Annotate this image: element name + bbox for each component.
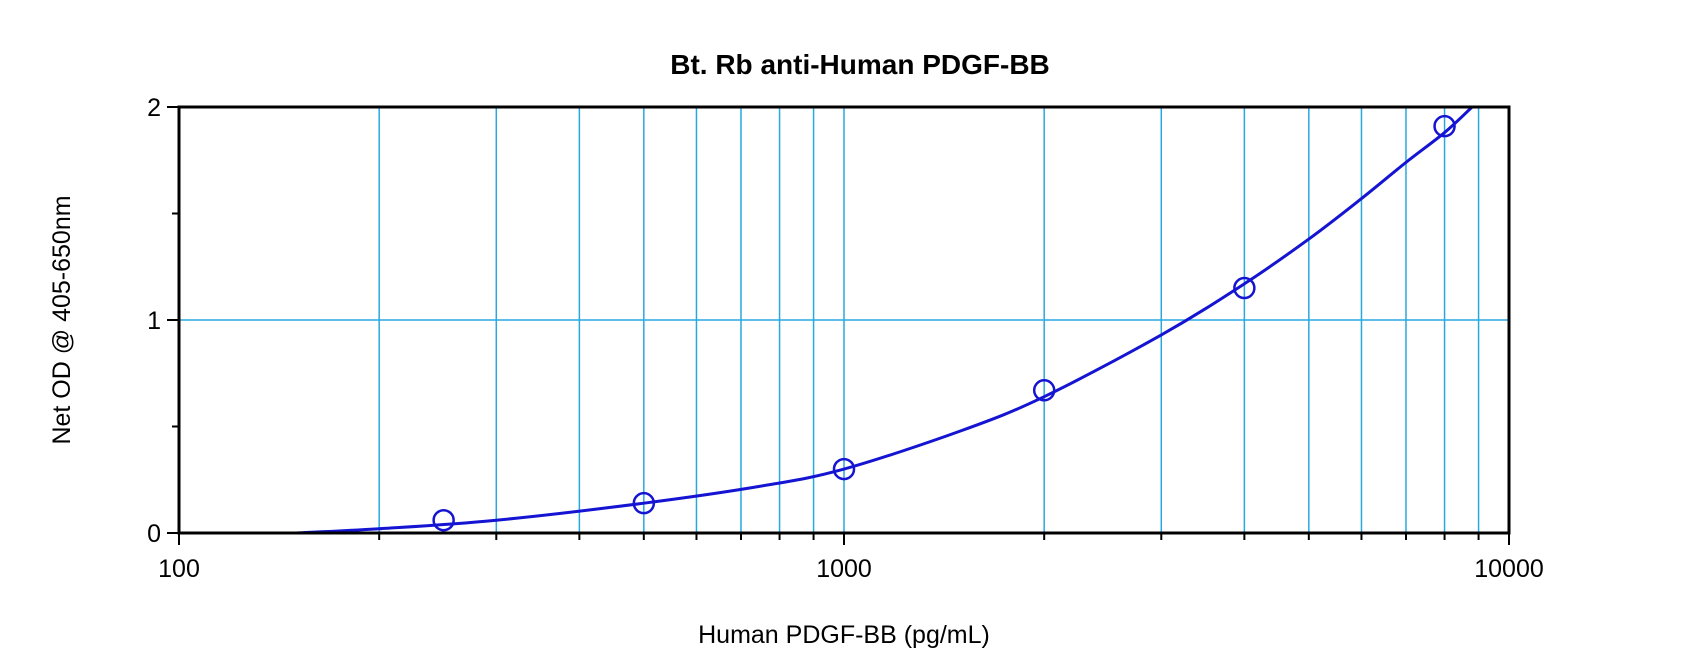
data-point [832,457,856,481]
fit-curve-layer [296,105,1474,535]
tick-labels: 100 1000 10000 0 1 2 [147,94,1544,583]
x-tick-label: 1000 [816,555,872,583]
grid [179,107,1509,533]
fit-curve [296,105,1474,535]
x-axis-label: Human PDGF-BB (pg/mL) [698,621,990,649]
data-point [1032,379,1056,402]
y-tick-label: 2 [147,94,161,122]
data-point [1233,276,1256,300]
data-point [632,491,656,515]
y-axis-label: Net OD @ 405-650nm [48,195,76,444]
chart-title: Bt. Rb anti-Human PDGF-BB [670,49,1050,80]
data-points [432,114,1456,532]
y-tick-label: 1 [147,307,161,335]
axis-ticks [167,106,1510,545]
x-tick-label: 10000 [1474,555,1544,583]
y-tick-label: 0 [147,520,161,548]
x-tick-label: 100 [158,555,200,583]
data-point [1433,114,1456,138]
data-point [432,508,455,532]
